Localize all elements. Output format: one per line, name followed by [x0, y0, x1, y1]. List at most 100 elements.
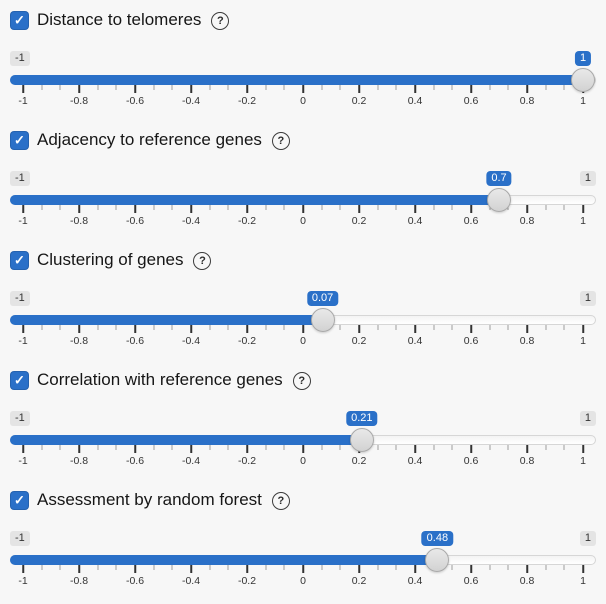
grid-minor-tick: [115, 565, 117, 570]
grid-minor-tick: [451, 445, 453, 450]
checkbox[interactable]: ✓: [10, 371, 29, 390]
help-icon[interactable]: ?: [211, 11, 230, 30]
grid-minor-tick: [433, 445, 435, 450]
grid-tick-label: -0.2: [237, 215, 257, 227]
grid-minor-tick: [507, 325, 509, 330]
grid-minor-tick: [507, 565, 509, 570]
grid-minor-tick: [283, 325, 285, 330]
slider-label[interactable]: Correlation with reference genes: [37, 370, 283, 390]
grid-tick-label: -0.6: [125, 455, 145, 467]
grid-minor-tick: [339, 325, 341, 330]
grid-major-tick: [190, 325, 192, 333]
grid-tick-label: -0.4: [181, 575, 201, 587]
help-icon[interactable]: ?: [271, 131, 290, 150]
grid-minor-tick: [339, 565, 341, 570]
slider-group: ✓ Adjacency to reference genes ? -1 1 0.…: [0, 120, 606, 240]
slider-filled-bar[interactable]: [10, 75, 583, 85]
grid-minor-tick: [563, 565, 565, 570]
checkbox[interactable]: ✓: [10, 131, 29, 150]
grid-tick-label: -0.8: [69, 335, 89, 347]
grid-minor-tick: [153, 565, 155, 570]
slider-label[interactable]: Adjacency to reference genes: [37, 130, 262, 150]
max-value-badge: 1: [579, 531, 596, 546]
grid-minor-tick: [563, 85, 565, 90]
help-icon[interactable]: ?: [271, 491, 290, 510]
grid-minor-tick: [115, 325, 117, 330]
slider-handle[interactable]: [487, 188, 511, 212]
grid-tick-label: 1: [580, 575, 586, 587]
current-value-badge: 1: [574, 51, 592, 66]
slider-header: ✓ Clustering of genes ?: [10, 250, 596, 270]
grid-major-tick: [470, 565, 472, 573]
grid-tick-label: -0.8: [69, 95, 89, 107]
grid-minor-tick: [545, 85, 547, 90]
grid-minor-tick: [451, 565, 453, 570]
grid-tick-label: -0.4: [181, 455, 201, 467]
slider-handle[interactable]: [349, 428, 374, 452]
grid-tick-label: 0.8: [519, 575, 535, 587]
slider-widget: -1 1 0.07 -1 -0.8 -0.6 -0.4 -0.2 0 0.2 0.4 0.6 0.…: [10, 240, 596, 360]
grid-minor-tick: [321, 445, 323, 450]
grid-major-tick: [358, 85, 360, 93]
grid-minor-tick: [395, 565, 397, 570]
grid-tick-label: 0.2: [351, 215, 367, 227]
grid-minor-tick: [489, 85, 491, 90]
grid-minor-tick: [395, 445, 397, 450]
max-value-badge: 1: [579, 291, 596, 306]
slider-filled-bar[interactable]: [10, 435, 362, 445]
grid-minor-tick: [377, 325, 379, 330]
slider-grid: -1 -0.8 -0.6 -0.4 -0.2 0 0.2 0.4 0.6 0.8 1: [18, 205, 586, 230]
grid-minor-tick: [339, 445, 341, 450]
checkmark-icon: ✓: [14, 132, 25, 148]
grid-minor-tick: [545, 205, 547, 210]
grid-major-tick: [78, 325, 80, 333]
slider-label[interactable]: Clustering of genes: [37, 250, 184, 270]
grid-minor-tick: [171, 565, 173, 570]
help-icon[interactable]: ?: [193, 251, 212, 270]
grid-major-tick: [302, 445, 304, 453]
grid-minor-tick: [321, 205, 323, 210]
grid-minor-tick: [59, 565, 61, 570]
grid-minor-tick: [433, 325, 435, 330]
grid-major-tick: [470, 325, 472, 333]
grid-major-tick: [246, 85, 248, 93]
slider-handle[interactable]: [425, 548, 450, 572]
grid-major-tick: [134, 205, 136, 213]
grid-major-tick: [134, 325, 136, 333]
grid-minor-tick: [377, 445, 379, 450]
slider-group: ✓ Assessment by random forest ? -1 1 0.4…: [0, 480, 606, 600]
grid-minor-tick: [283, 85, 285, 90]
grid-minor-tick: [171, 445, 173, 450]
slider-filled-bar[interactable]: [10, 555, 438, 565]
min-value-badge: -1: [10, 291, 30, 306]
current-value-badge: 0.48: [421, 531, 454, 546]
grid-minor-tick: [209, 565, 211, 570]
slider-filled-bar[interactable]: [10, 315, 323, 325]
checkbox[interactable]: ✓: [10, 491, 29, 510]
grid-tick-label: 0: [300, 215, 306, 227]
slider-label[interactable]: Assessment by random forest: [37, 490, 262, 510]
grid-minor-tick: [41, 565, 43, 570]
grid-major-tick: [582, 205, 584, 213]
grid-tick-label: -0.6: [125, 95, 145, 107]
grid-minor-tick: [563, 325, 565, 330]
slider-handle[interactable]: [571, 68, 595, 92]
slider-handle[interactable]: [310, 308, 335, 332]
slider-label[interactable]: Distance to telomeres: [37, 10, 202, 30]
grid-minor-tick: [41, 325, 43, 330]
grid-major-tick: [190, 85, 192, 93]
grid-minor-tick: [227, 205, 229, 210]
grid-minor-tick: [153, 205, 155, 210]
min-value-badge: -1: [10, 411, 30, 426]
grid-minor-tick: [545, 565, 547, 570]
slider-filled-bar[interactable]: [10, 195, 499, 205]
grid-tick-label: -0.2: [237, 455, 257, 467]
checkbox[interactable]: ✓: [10, 251, 29, 270]
grid-tick-label: 1: [580, 95, 586, 107]
checkbox[interactable]: ✓: [10, 11, 29, 30]
help-icon[interactable]: ?: [292, 371, 311, 390]
grid-minor-tick: [265, 325, 267, 330]
grid-major-tick: [526, 325, 528, 333]
grid-minor-tick: [97, 85, 99, 90]
grid-tick-label: 0.4: [407, 335, 423, 347]
